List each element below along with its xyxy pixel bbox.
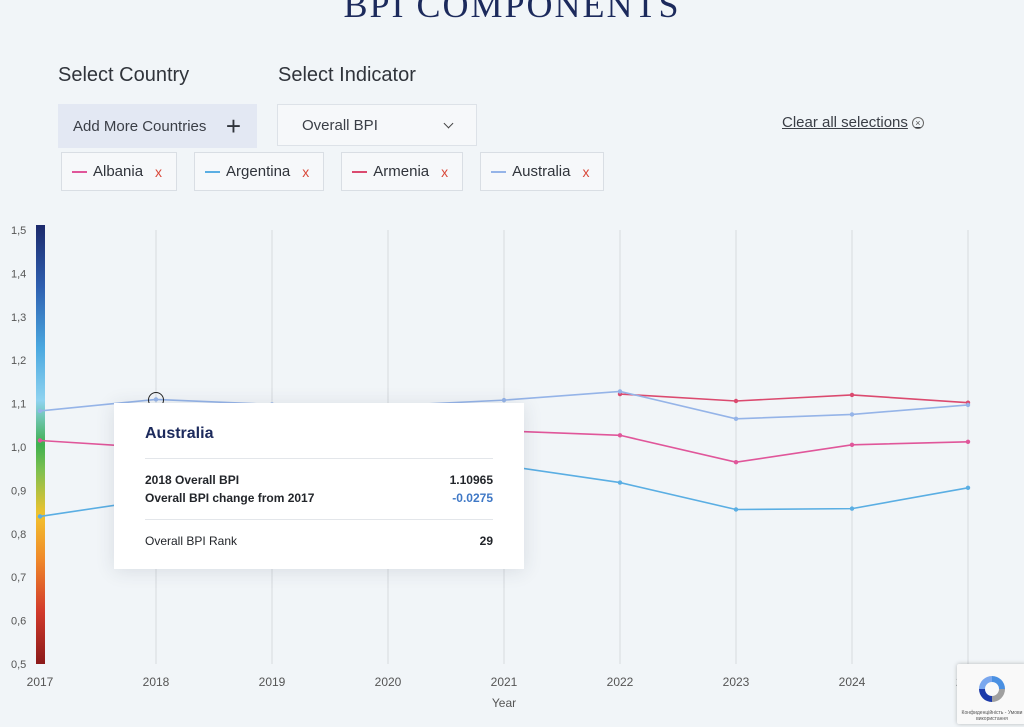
country-chip-argentina: Argentina x bbox=[194, 152, 325, 191]
x-tick-label: 2019 bbox=[259, 675, 286, 689]
x-tick-label: 2024 bbox=[839, 675, 866, 689]
y-tick-label: 1,2 bbox=[11, 355, 26, 367]
indicator-dropdown[interactable]: Overall BPI bbox=[277, 104, 477, 146]
y-tick-label: 0,6 bbox=[11, 616, 26, 628]
data-point-australia[interactable] bbox=[849, 412, 855, 417]
data-point-australia[interactable] bbox=[37, 408, 43, 414]
y-tick-label: 0,7 bbox=[11, 572, 26, 584]
country-chip-albania: Albania x bbox=[61, 152, 178, 191]
australia-color-swatch bbox=[491, 170, 507, 173]
clear-all-label: Clear all selections bbox=[782, 114, 908, 131]
data-point-armenia[interactable] bbox=[849, 392, 855, 398]
data-point-argentina[interactable] bbox=[849, 506, 855, 511]
data-point-australia[interactable] bbox=[501, 397, 507, 403]
data-point-albania[interactable] bbox=[617, 433, 623, 438]
data-point-argentina[interactable] bbox=[37, 514, 43, 519]
bpi-line-chart: 0,5 0,6 0,7 0,8 0,9 1,0 1,1 1,2 1,3 1,4 1,5 2017 20… bbox=[11, 225, 971, 710]
select-indicator-label: Select Indicator bbox=[278, 64, 416, 86]
tooltip-divider bbox=[145, 519, 493, 520]
y-tick-label: 0,9 bbox=[11, 485, 26, 497]
tooltip-rank-value: 29 bbox=[479, 534, 493, 548]
y-tick-label: 0,8 bbox=[11, 529, 26, 541]
x-tick-label: 2022 bbox=[607, 675, 634, 689]
data-point-albania[interactable] bbox=[733, 459, 739, 465]
albania-color-swatch bbox=[72, 170, 87, 173]
remove-argentina-button[interactable]: x bbox=[302, 163, 310, 180]
y-tick-label: 1,4 bbox=[11, 268, 26, 280]
data-point-australia[interactable] bbox=[733, 416, 739, 421]
tooltip-country: Australia bbox=[145, 425, 214, 442]
x-tick-label: 2020 bbox=[375, 675, 402, 689]
x-axis-label: Year bbox=[492, 696, 516, 710]
recaptcha-badge[interactable]: Конфиденційність - Умови використання bbox=[957, 664, 1024, 724]
y-tick-label: 1,5 bbox=[11, 225, 26, 237]
x-tick-label: 2023 bbox=[723, 675, 750, 689]
data-point-argentina[interactable] bbox=[617, 480, 623, 485]
tooltip-divider bbox=[145, 458, 493, 459]
data-point-argentina[interactable] bbox=[965, 485, 971, 490]
x-tick-label: 2017 bbox=[27, 675, 54, 689]
y-axis-ticks: 0,5 0,6 0,7 0,8 0,9 1,0 1,1 1,2 1,3 1,4 1,5 bbox=[11, 225, 26, 671]
x-tick-label: 2021 bbox=[491, 675, 518, 689]
data-point-australia[interactable] bbox=[617, 389, 623, 394]
data-point-albania[interactable] bbox=[965, 439, 971, 444]
argentina-color-swatch bbox=[205, 170, 221, 173]
tooltip-rank-label: Overall BPI Rank bbox=[145, 534, 238, 548]
tooltip-change-value: -0.0275 bbox=[452, 491, 493, 505]
data-point-australia[interactable] bbox=[965, 402, 971, 408]
x-axis-ticks: 201720182019202020212022202320242 bbox=[27, 675, 963, 689]
tooltip-metric-value: 1.10965 bbox=[449, 473, 493, 487]
x-tick-label: 2018 bbox=[143, 675, 170, 689]
data-point-armenia[interactable] bbox=[733, 398, 739, 404]
y-tick-label: 1,0 bbox=[11, 442, 26, 454]
select-country-label: Select Country bbox=[58, 64, 190, 86]
remove-albania-button[interactable]: x bbox=[155, 163, 163, 180]
tooltip-metric-label: 2018 Overall BPI bbox=[145, 473, 240, 487]
recaptcha-icon bbox=[979, 676, 1005, 702]
y-tick-label: 1,1 bbox=[11, 399, 26, 411]
remove-australia-button[interactable]: x bbox=[582, 163, 590, 180]
country-chip-australia: Australia x bbox=[480, 152, 605, 191]
remove-armenia-button[interactable]: x bbox=[441, 163, 449, 180]
y-tick-label: 0,5 bbox=[11, 659, 26, 671]
tooltip-change-label: Overall BPI change from 2017 bbox=[145, 491, 315, 505]
armenia-color-swatch bbox=[352, 170, 368, 173]
add-countries-label: Add More Countries bbox=[73, 117, 207, 135]
plus-icon: + bbox=[225, 111, 241, 141]
data-point-argentina[interactable] bbox=[733, 507, 739, 512]
data-point-albania[interactable] bbox=[37, 438, 43, 443]
y-tick-label: 1,3 bbox=[11, 312, 26, 324]
data-tooltip: Australia 2018 Overall BPI 1.10965 Overa… bbox=[114, 403, 524, 569]
indicator-selected-value: Overall BPI bbox=[302, 116, 378, 134]
series-line-armenia bbox=[619, 393, 969, 404]
data-point-albania[interactable] bbox=[849, 442, 855, 448]
clear-all-link[interactable]: Clear all selections × bbox=[782, 114, 924, 131]
series-lines bbox=[37, 389, 971, 519]
page-title: BPI COMPONENTS bbox=[343, 0, 681, 25]
recaptcha-terms: Конфиденційність - Умови використання bbox=[961, 710, 1023, 722]
selected-country-chips: Albania x Argentina x Armenia x Australi… bbox=[61, 152, 605, 191]
color-scale-bar bbox=[36, 225, 45, 664]
chip-label: Argentina bbox=[226, 163, 291, 180]
add-countries-button[interactable]: Add More Countries + bbox=[58, 104, 257, 148]
country-chip-armenia: Armenia x bbox=[341, 152, 464, 191]
chip-label: Armenia bbox=[373, 163, 430, 180]
chevron-down-icon bbox=[443, 118, 454, 128]
data-point-australia[interactable] bbox=[153, 397, 159, 402]
close-circle-icon: × bbox=[911, 116, 924, 129]
chip-label: Albania bbox=[93, 163, 144, 180]
chip-label: Australia bbox=[512, 163, 571, 180]
